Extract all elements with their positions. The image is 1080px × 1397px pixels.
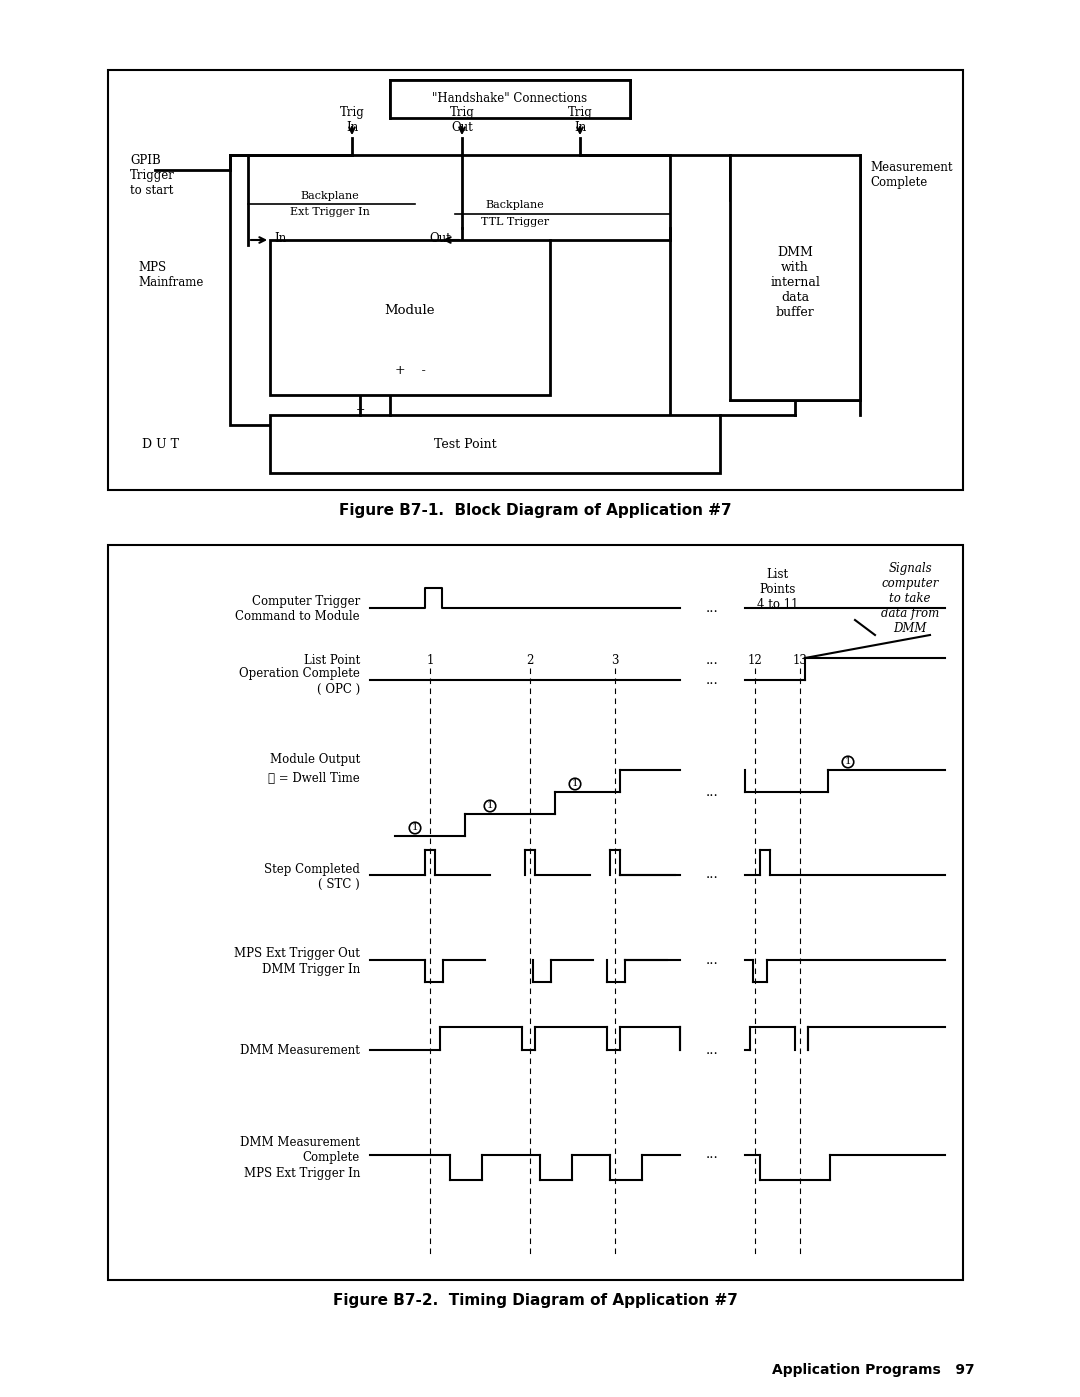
Bar — [270, 415, 720, 474]
Text: Trig
In: Trig In — [568, 106, 592, 134]
Text: 13: 13 — [793, 654, 808, 666]
Text: Measurement
Complete: Measurement Complete — [870, 161, 953, 189]
Text: 1: 1 — [427, 654, 434, 666]
Text: GPIB
Trigger
to start: GPIB Trigger to start — [130, 154, 175, 197]
Bar — [730, 155, 860, 400]
Text: 1: 1 — [845, 757, 851, 767]
Text: Operation Complete: Operation Complete — [239, 668, 360, 680]
Text: ...: ... — [706, 654, 719, 666]
Text: In: In — [274, 232, 286, 244]
Text: Backplane: Backplane — [486, 200, 544, 210]
Text: Module: Module — [384, 303, 435, 317]
Bar — [390, 80, 630, 117]
Text: Step Completed: Step Completed — [265, 862, 360, 876]
Text: Computer Trigger: Computer Trigger — [252, 595, 360, 609]
Text: MPS Ext Trigger In: MPS Ext Trigger In — [244, 1168, 360, 1180]
Text: 1: 1 — [571, 780, 578, 788]
Text: Trig
Out: Trig Out — [449, 106, 474, 134]
Text: TTL Trigger: TTL Trigger — [481, 217, 549, 226]
Text: MPS Ext Trigger Out: MPS Ext Trigger Out — [234, 947, 360, 961]
Text: Application Programs   97: Application Programs 97 — [772, 1363, 975, 1377]
Text: Complete: Complete — [302, 1151, 360, 1165]
Bar — [108, 545, 963, 1280]
Bar — [108, 70, 963, 490]
Text: ...: ... — [706, 602, 719, 615]
Text: 1: 1 — [487, 802, 494, 810]
Text: D U T: D U T — [141, 439, 178, 451]
Text: Command to Module: Command to Module — [235, 610, 360, 623]
Text: List
Points
4 to 11: List Points 4 to 11 — [757, 569, 798, 610]
Text: 2: 2 — [526, 654, 534, 666]
Text: DMM
with
internal
data
buffer: DMM with internal data buffer — [770, 246, 820, 319]
Text: Figure B7-2.  Timing Diagram of Application #7: Figure B7-2. Timing Diagram of Applicati… — [333, 1292, 738, 1308]
Text: 3: 3 — [611, 654, 619, 666]
Text: ...: ... — [706, 869, 719, 882]
Text: Figure B7-1.  Block Diagram of Application #7: Figure B7-1. Block Diagram of Applicatio… — [339, 503, 731, 517]
Text: ...: ... — [706, 1148, 719, 1161]
Text: +: + — [355, 405, 365, 415]
Text: DMM Measurement: DMM Measurement — [240, 1044, 360, 1056]
Text: 12: 12 — [747, 654, 762, 666]
Text: DMM Measurement: DMM Measurement — [240, 1136, 360, 1148]
Text: Out: Out — [429, 232, 450, 244]
Text: MPS
Mainframe: MPS Mainframe — [138, 261, 203, 289]
Text: ( STC ): ( STC ) — [319, 877, 360, 890]
Text: List Point: List Point — [303, 654, 360, 666]
Text: ...: ... — [706, 1044, 719, 1056]
Text: Backplane: Backplane — [300, 191, 360, 201]
Bar — [230, 155, 670, 425]
Text: ( OPC ): ( OPC ) — [316, 683, 360, 696]
Text: ...: ... — [706, 673, 719, 686]
Bar — [270, 240, 550, 395]
Text: Ext Trigger In: Ext Trigger In — [291, 207, 370, 217]
Text: 1: 1 — [411, 823, 418, 833]
Text: DMM Trigger In: DMM Trigger In — [261, 963, 360, 975]
Text: Signals
computer
to take
data from
DMM: Signals computer to take data from DMM — [881, 562, 940, 636]
Text: ...: ... — [706, 785, 719, 799]
Text: "Handshake" Connections: "Handshake" Connections — [432, 92, 588, 106]
Text: ...: ... — [706, 954, 719, 967]
Text: Module Output: Module Output — [270, 753, 360, 767]
Text: Test Point: Test Point — [434, 437, 497, 450]
Text: +    -: + - — [394, 363, 426, 377]
Text: Trig
In: Trig In — [339, 106, 364, 134]
Text: ① = Dwell Time: ① = Dwell Time — [268, 771, 360, 785]
